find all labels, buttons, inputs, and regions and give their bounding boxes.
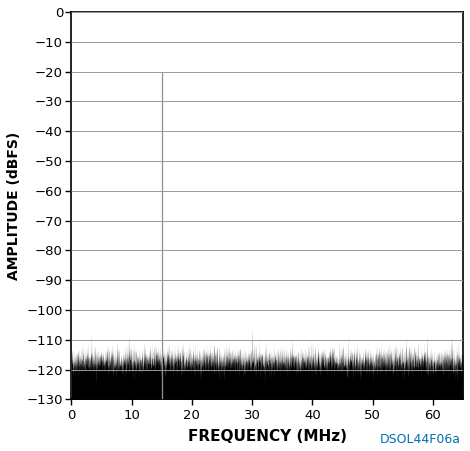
X-axis label: FREQUENCY (MHz): FREQUENCY (MHz) bbox=[188, 429, 347, 444]
Text: DSOL44F06a: DSOL44F06a bbox=[380, 433, 461, 446]
Y-axis label: AMPLITUDE (dBFS): AMPLITUDE (dBFS) bbox=[7, 132, 21, 280]
